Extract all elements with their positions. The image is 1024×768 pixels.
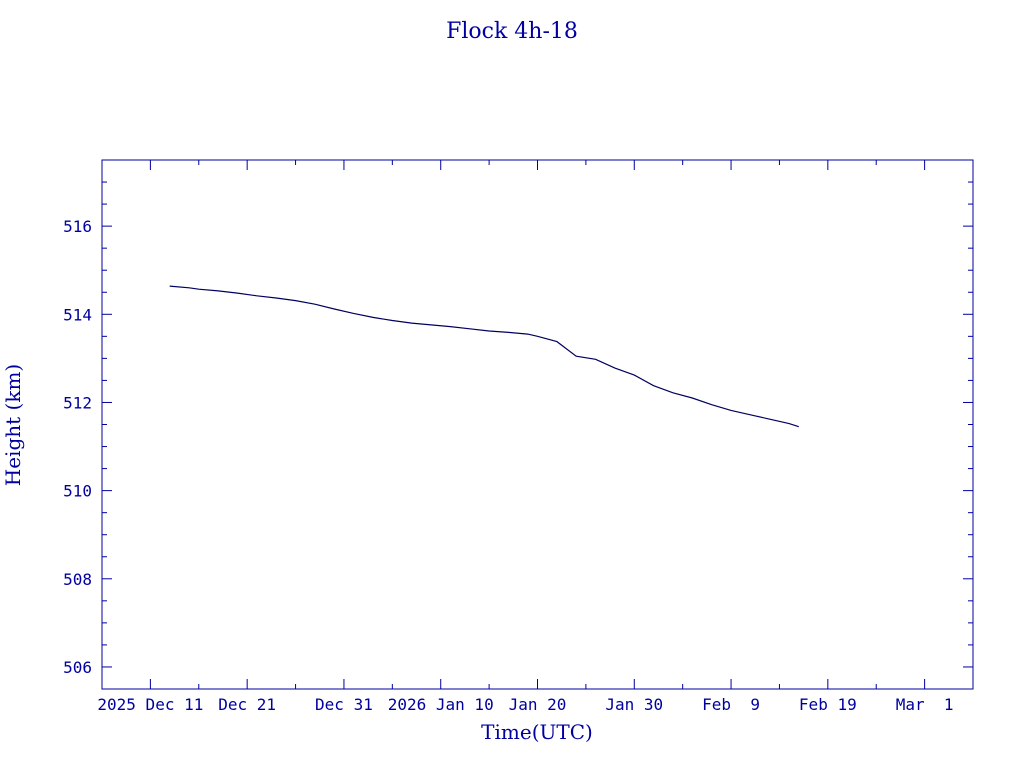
x-tick-label: Feb 19	[799, 695, 857, 714]
x-tick-label: Dec 31	[315, 695, 373, 714]
y-axis-label: Height (km)	[1, 364, 25, 486]
x-axis-ticks: 2025 Dec 11 Dec 21 Dec 31 2026 Jan 10 Jan 20…	[97, 160, 974, 714]
y-tick-label: 516	[63, 217, 92, 236]
y-tick-label: 514	[63, 305, 92, 324]
x-tick-label: Dec 21	[218, 695, 276, 714]
y-tick-label: 512	[63, 393, 92, 412]
x-tick-label: 2026 Jan 10	[388, 695, 494, 714]
x-tick-label: 2025 Dec 11	[97, 695, 203, 714]
y-tick-label: 510	[63, 482, 92, 501]
x-tick-label: Mar 1	[896, 695, 954, 714]
x-axis-label: Time(UTC)	[481, 720, 593, 744]
chart-title: Flock 4h-18	[446, 19, 578, 44]
y-tick-label: 508	[63, 570, 92, 589]
y-tick-label: 506	[63, 658, 92, 677]
x-tick-label: Jan 20	[509, 695, 567, 714]
y-axis-ticks: 506 508 510 512 514 516	[63, 159, 973, 690]
series-group	[169, 285, 799, 428]
height-series-line	[169, 285, 799, 428]
x-tick-label: Feb 9	[702, 695, 760, 714]
x-tick-label: Jan 30	[605, 695, 663, 714]
plot-frame	[101, 159, 974, 690]
